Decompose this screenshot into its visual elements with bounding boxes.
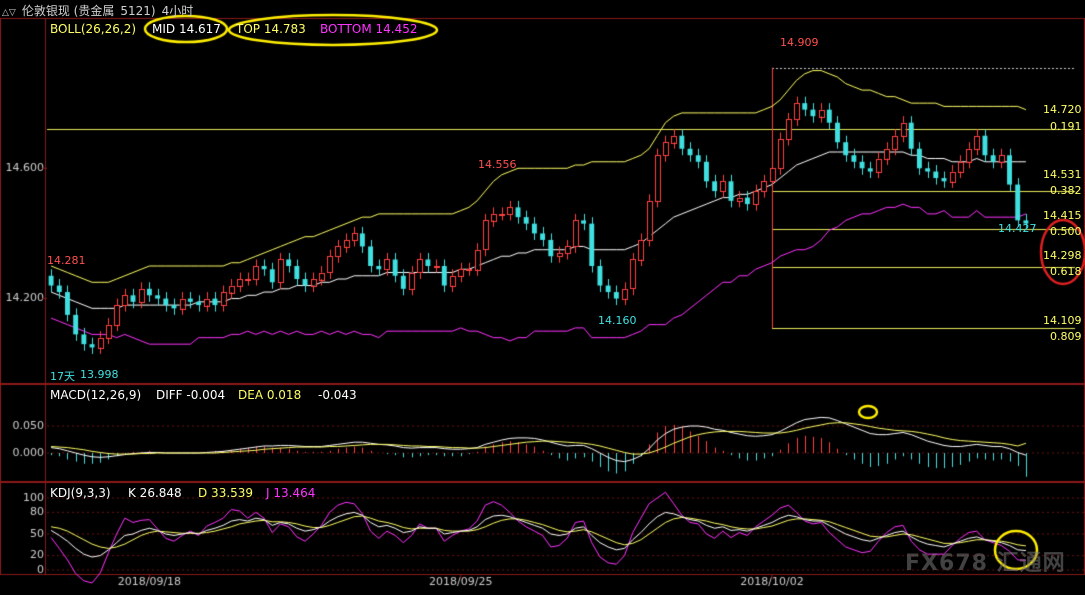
period-low-prefix: 17天 [50,370,75,383]
period-low-label: 13.998 [80,368,119,381]
fib-ratio-4: 0.618 [1050,265,1082,278]
kdj-j-value: J 13.464 [266,486,316,500]
fib-price-3: 14.415 [1043,209,1082,222]
kdj-d-value: D 33.539 [198,486,254,500]
fx678-watermark: FX678 汇通网 [905,551,1066,576]
macd-indicator-label[interactable]: MACD(12,26,9) [50,388,142,402]
last-price-label: 14.427 [998,222,1037,235]
boll-mid-value: MID 14.617 [152,22,221,36]
fib-ratio-3: 0.500 [1050,225,1082,238]
fib-price-1: 14.720 [1043,103,1082,116]
boll-top-value: TOP 14.783 [236,22,306,36]
fib-ratio-2: 0.382 [1050,184,1082,197]
window-title-bar: △▽ 伦敦银现 (贵金属 5121) 4小时 [2,2,199,19]
fib-ratio-1: 0.191 [1050,120,1082,133]
kdj-indicator-label[interactable]: KDJ(9,3,3) [50,486,111,500]
fib-ratio-5: 0.809 [1050,330,1082,343]
macd-diff-value: DIFF -0.004 [156,388,226,402]
fib-price-2: 14.531 [1043,168,1082,181]
swing-high-label: 14.556 [478,158,517,171]
macd-histogram-value: -0.043 [318,388,357,402]
instrument-name[interactable]: 伦敦银现 (贵金属 [21,4,115,18]
period-selector[interactable]: 4小时 [161,4,194,18]
instrument-code: 5121) [120,4,156,18]
high-price-label: 14.909 [780,36,819,49]
swing-low-label: 14.160 [598,314,637,327]
fib-price-4: 14.298 [1043,249,1082,262]
kdj-k-value: K 26.848 [128,486,182,500]
fib-price-5: 14.109 [1043,314,1082,327]
boll-bottom-value: BOTTOM 14.452 [320,22,418,36]
boll-indicator-label[interactable]: BOLL(26,26,2) [50,22,137,36]
macd-dea-value: DEA 0.018 [238,388,302,402]
left-high-label: 14.281 [47,254,86,267]
chart-menu-icon[interactable]: △▽ [2,8,16,18]
